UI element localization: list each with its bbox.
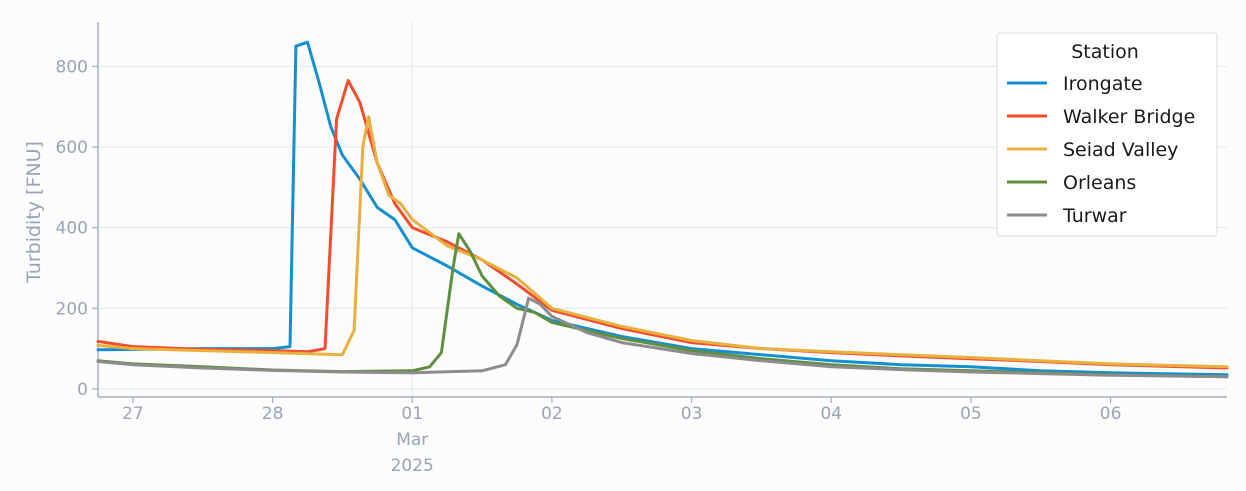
legend-title: Station xyxy=(1071,41,1139,63)
legend: Station Irongate Walker Bridge Seiad Valle… xyxy=(996,32,1218,237)
y-tick-label: 0 xyxy=(77,380,88,400)
y-tick-label: 200 xyxy=(56,299,88,319)
y-tick-label: 800 xyxy=(56,57,88,77)
series-line-turwar xyxy=(96,296,1229,379)
legend-label: Seiad Valley xyxy=(1063,139,1178,161)
y-tick-label: 600 xyxy=(56,138,88,158)
series-lines xyxy=(96,40,1229,379)
x-tick-label: 01 xyxy=(401,404,423,424)
x-tick-label: 28 xyxy=(262,404,284,424)
legend-box xyxy=(996,32,1218,237)
x-tick-year-label: 2025 xyxy=(391,456,434,476)
x-tick-label: 04 xyxy=(820,404,842,424)
axes xyxy=(97,22,1227,398)
legend-entries: Irongate Walker Bridge Seiad Valley Orleans… xyxy=(1007,73,1195,227)
x-tick-month-label: Mar xyxy=(396,430,428,450)
x-tick-label: 27 xyxy=(122,404,144,424)
y-axis-label: Turbidity [FNU] xyxy=(23,141,45,284)
legend-label: Walker Bridge xyxy=(1063,106,1195,128)
y-tick-labels: 0 200 400 600 800 xyxy=(56,57,98,400)
legend-label: Orleans xyxy=(1063,172,1136,194)
legend-label: Turwar xyxy=(1062,205,1127,227)
x-tick-label: 03 xyxy=(681,404,703,424)
legend-label: Irongate xyxy=(1063,73,1143,95)
series-line-irongate xyxy=(96,40,1229,377)
x-tick-labels: 27 28 01 Mar 2025 02 03 04 05 06 xyxy=(122,397,1121,476)
series-line-seiad-valley xyxy=(96,115,1229,369)
x-tick-label: 06 xyxy=(1100,404,1122,424)
grid-lines xyxy=(98,22,1227,397)
x-tick-label: 02 xyxy=(541,404,563,424)
y-tick-label: 400 xyxy=(56,219,88,239)
x-tick-label: 05 xyxy=(960,404,982,424)
